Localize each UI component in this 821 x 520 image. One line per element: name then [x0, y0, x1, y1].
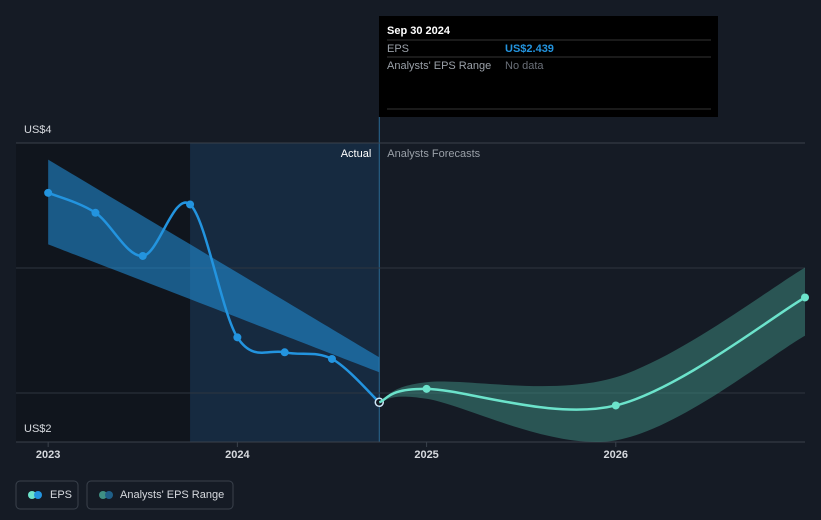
eps-point — [138, 251, 147, 260]
eps-point — [280, 348, 289, 357]
eps-point — [327, 354, 336, 363]
tooltip-value: No data — [505, 60, 544, 72]
legend-item[interactable] — [15, 480, 79, 510]
tooltip-value: US$2.439 — [505, 43, 554, 55]
legend-item[interactable] — [86, 480, 234, 510]
eps-point — [233, 333, 242, 342]
legend-label: Analysts' EPS Range — [120, 489, 224, 501]
legend-swatch — [34, 491, 42, 499]
tooltip — [379, 16, 718, 117]
eps-line — [378, 296, 806, 411]
past-region — [16, 143, 191, 442]
section-label: Analysts Forecasts — [387, 148, 480, 160]
tooltip-title: Sep 30 2024 — [387, 25, 451, 37]
tooltip-label: EPS — [387, 43, 409, 55]
x-tick-label: 2026 — [604, 449, 628, 461]
x-tick-label: 2024 — [225, 449, 250, 461]
marks — [44, 159, 809, 442]
legend-swatch — [105, 491, 113, 499]
eps-point — [801, 293, 809, 302]
section-label: Actual — [341, 148, 372, 160]
eps-line — [47, 191, 381, 404]
x-tick-label: 2025 — [414, 449, 438, 461]
eps-point — [422, 384, 431, 393]
eps-point — [91, 208, 100, 217]
eps-point — [44, 188, 53, 197]
y-tick-label: US$2 — [24, 423, 52, 435]
legend-swatch — [28, 491, 36, 499]
y-tick-label: US$4 — [24, 124, 52, 136]
x-tick-label: 2023 — [36, 449, 60, 461]
tooltip-label: Analysts' EPS Range — [387, 60, 491, 72]
eps-point — [186, 200, 195, 209]
legend-label: EPS — [50, 489, 72, 501]
legend-swatch — [99, 491, 107, 499]
eps-point — [611, 401, 620, 410]
